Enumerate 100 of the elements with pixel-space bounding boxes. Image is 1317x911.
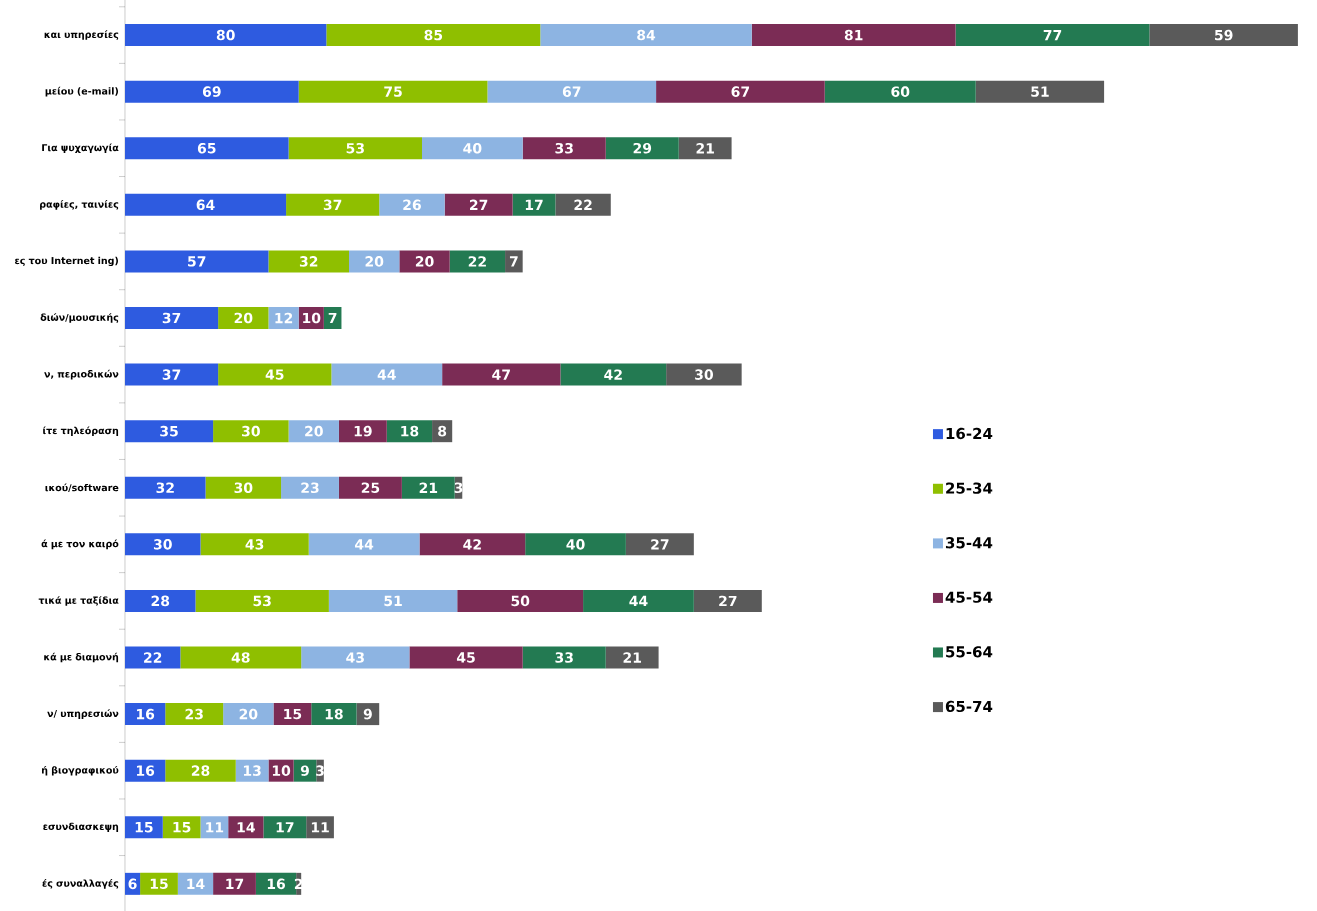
legend-label: 55-64 [946, 646, 993, 658]
data-label: 28 [191, 765, 210, 776]
y-tick-label: ές συναλλαγές [42, 879, 119, 889]
bar [656, 80, 825, 103]
data-label: 17 [226, 878, 244, 889]
bar [268, 250, 350, 273]
data-label: 47 [492, 369, 510, 380]
bar [525, 533, 626, 556]
data-label: 14 [187, 878, 205, 889]
data-label: 20 [305, 425, 323, 437]
y-tick-label: διών/μουσικής [40, 313, 119, 323]
data-label: 20 [365, 256, 384, 267]
bar [125, 80, 299, 103]
data-label: 7 [509, 256, 518, 267]
bar [165, 759, 236, 782]
y-tick-label: ά με τον καιρό [41, 539, 119, 550]
bar [419, 533, 526, 556]
bar [286, 193, 380, 216]
data-label: 48 [231, 652, 250, 663]
y-tick-label: ν, περιοδικών [44, 369, 119, 380]
bar [288, 420, 339, 443]
bar [505, 250, 523, 273]
data-label: 30 [234, 482, 253, 494]
data-label: 30 [242, 425, 260, 437]
data-label: 33 [555, 652, 573, 663]
data-label: 13 [243, 765, 261, 776]
data-label: 64 [196, 199, 215, 211]
data-label: 53 [346, 142, 364, 154]
data-label: 6 [128, 878, 137, 890]
data-label: 43 [346, 652, 364, 663]
data-label: 18 [401, 425, 419, 437]
data-label: 51 [1031, 86, 1049, 97]
data-label: 30 [153, 539, 172, 550]
bar [338, 420, 387, 443]
data-label: 14 [237, 822, 255, 833]
bar [522, 137, 606, 160]
data-label: 29 [633, 142, 652, 154]
data-label: 35 [160, 425, 178, 437]
data-label: 43 [245, 539, 264, 550]
bar [399, 250, 450, 273]
bar [751, 24, 956, 47]
y-tick-label: κά με διαμονή [44, 652, 119, 663]
data-label: 25 [361, 482, 380, 494]
bar [512, 193, 556, 216]
bar [125, 476, 206, 499]
bar [457, 589, 584, 612]
data-label: 53 [253, 595, 271, 607]
data-label: 11 [206, 822, 224, 833]
y-tick-label: ικού/software [45, 483, 119, 492]
data-label: 84 [637, 29, 656, 41]
data-label: 16 [136, 765, 155, 776]
data-label: 40 [566, 539, 585, 550]
y-tick-label: και υπηρεσίες [44, 30, 119, 40]
data-label: 16 [267, 878, 286, 890]
bar [449, 250, 506, 273]
bar [625, 533, 694, 556]
bar [975, 80, 1105, 103]
y-tick-label: ραφίες, ταινίες [40, 200, 119, 210]
data-label: 11 [311, 822, 329, 833]
bar [205, 476, 282, 499]
bar [125, 589, 196, 612]
data-label: 45 [265, 369, 284, 380]
bar [125, 533, 201, 556]
bar [263, 816, 307, 839]
y-tick-label: τικά με ταξίδια [38, 596, 119, 606]
data-label: 65 [197, 142, 216, 154]
data-label: 40 [463, 142, 482, 154]
data-label: 57 [188, 256, 206, 267]
data-label: 8 [438, 425, 447, 437]
data-label: 69 [202, 86, 221, 97]
data-label: 15 [150, 878, 168, 890]
data-label: 22 [468, 256, 486, 267]
bar [165, 703, 224, 726]
y-tick-label: μείου (e-mail) [45, 86, 118, 97]
data-label: 12 [275, 312, 293, 324]
bar [125, 307, 219, 330]
bar [162, 816, 201, 839]
bar [401, 476, 455, 499]
data-label: 20 [234, 312, 253, 324]
data-label: 81 [844, 29, 863, 41]
bar [824, 80, 976, 103]
data-label: 42 [604, 369, 622, 380]
bar [444, 193, 513, 216]
bar [540, 24, 752, 47]
data-label: 9 [300, 765, 309, 776]
bar [223, 703, 274, 726]
data-label: 19 [354, 425, 372, 437]
data-label: 45 [456, 652, 475, 663]
data-label: 30 [695, 369, 713, 380]
bar [200, 533, 309, 556]
data-label: 15 [173, 822, 191, 833]
bar [301, 646, 410, 669]
data-label: 20 [239, 708, 258, 720]
bar [605, 137, 679, 160]
data-label: 20 [415, 256, 434, 267]
data-label: 3 [316, 765, 324, 776]
data-label: 23 [301, 482, 319, 494]
data-label: 59 [1215, 29, 1233, 41]
bar [125, 420, 214, 443]
data-label: 18 [325, 708, 343, 720]
